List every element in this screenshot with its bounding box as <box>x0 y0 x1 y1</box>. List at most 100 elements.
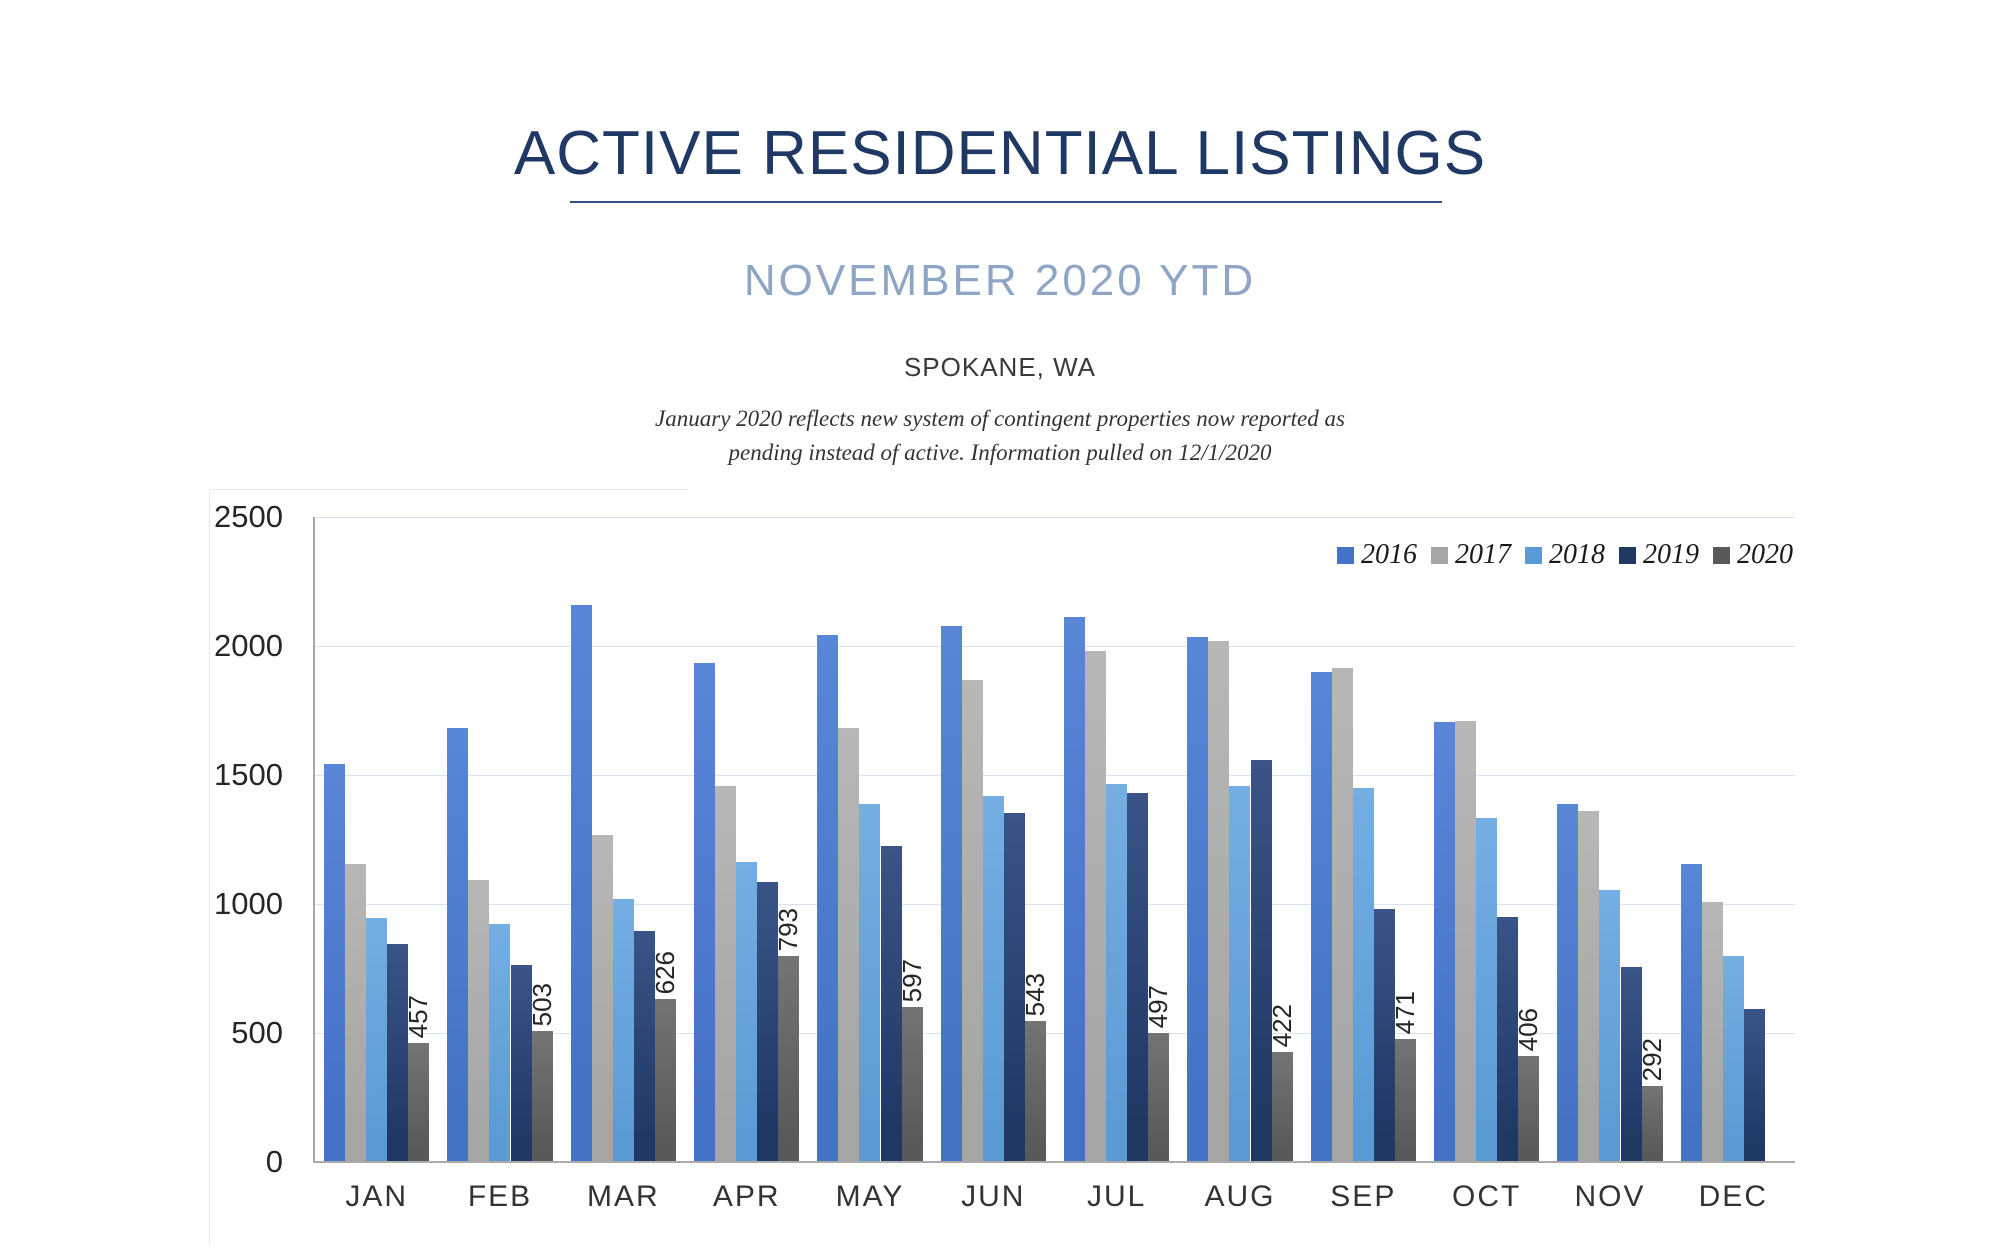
bar-2020-nov <box>1642 1086 1663 1161</box>
x-axis-month-label: MAY <box>835 1180 905 1213</box>
bar-2018-jul <box>1106 784 1127 1161</box>
bar-2016-jul <box>1064 617 1085 1161</box>
bar-2016-jun <box>941 626 962 1161</box>
gridline <box>315 517 1795 518</box>
y-axis-line <box>313 517 315 1162</box>
chart-note-line2: pending instead of active. Information p… <box>728 440 1272 465</box>
legend-swatch-icon <box>1431 546 1448 564</box>
bar-2017-aug <box>1208 641 1229 1161</box>
legend-item-2019: 2019 <box>1619 539 1699 571</box>
legend-swatch-icon <box>1337 546 1354 564</box>
bar-2018-sep <box>1353 788 1374 1161</box>
x-axis-month-label: JAN <box>345 1180 408 1213</box>
bar-2018-nov <box>1599 890 1620 1161</box>
legend-label: 2018 <box>1549 539 1605 570</box>
location-label: SPOKANE, WA <box>903 352 1097 382</box>
bar-2016-sep <box>1311 672 1332 1161</box>
chart-title: ACTIVE RESIDENTIAL LISTINGS <box>513 119 1487 188</box>
chart-frame-border <box>209 489 689 490</box>
bar-value-label: 543 <box>1019 972 1050 1016</box>
y-axis-tick-label: 1500 <box>214 757 283 792</box>
bar-2020-jul <box>1148 1033 1169 1161</box>
bar-2018-feb <box>489 924 510 1161</box>
bar-2016-feb <box>447 728 468 1161</box>
legend-swatch-icon <box>1619 546 1636 564</box>
bar-value-label: 471 <box>1389 990 1420 1034</box>
bar-2017-apr <box>715 786 736 1161</box>
bar-2020-jun <box>1025 1021 1046 1161</box>
bar-2017-nov <box>1578 811 1599 1161</box>
bar-2017-feb <box>468 880 489 1161</box>
y-axis-tick-label: 1000 <box>214 886 283 921</box>
legend-label: 2019 <box>1643 539 1699 570</box>
bar-value-label: 597 <box>896 958 927 1002</box>
bar-2017-jan <box>345 864 366 1161</box>
bar-2016-apr <box>694 663 715 1161</box>
bar-value-label: 422 <box>1266 1003 1297 1047</box>
bar-2020-feb <box>532 1031 553 1161</box>
bar-value-label: 503 <box>526 982 557 1026</box>
bar-2018-aug <box>1229 786 1250 1161</box>
gridline <box>315 646 1795 647</box>
bar-2019-apr <box>757 882 778 1161</box>
bar-2019-dec <box>1744 1009 1765 1161</box>
x-axis-month-label: SEP <box>1330 1180 1397 1213</box>
bar-2016-may <box>817 635 838 1161</box>
gridline <box>315 775 1795 776</box>
legend-item-2020: 2020 <box>1713 539 1793 571</box>
bar-2017-dec <box>1702 902 1723 1161</box>
bar-2018-may <box>859 804 880 1161</box>
bar-2016-oct <box>1434 722 1455 1161</box>
bar-value-label: 497 <box>1142 984 1173 1028</box>
bar-2018-jan <box>366 918 387 1161</box>
legend-label: 2016 <box>1361 539 1417 570</box>
y-axis-tick-label: 500 <box>231 1015 283 1050</box>
x-axis-month-label: JUN <box>961 1180 1026 1213</box>
chart-frame-border <box>209 489 210 1245</box>
bar-value-label: 457 <box>402 994 433 1038</box>
bar-2018-oct <box>1476 818 1497 1161</box>
x-axis-month-label: FEB <box>467 1180 533 1213</box>
bar-2017-sep <box>1332 668 1353 1161</box>
bar-2019-may <box>881 846 902 1161</box>
bar-2019-mar <box>634 931 655 1161</box>
bar-2019-jun <box>1004 813 1025 1161</box>
bar-2018-jun <box>983 796 1004 1161</box>
bar-2019-oct <box>1497 917 1518 1161</box>
bar-2016-nov <box>1557 804 1578 1161</box>
bar-2017-mar <box>592 835 613 1161</box>
legend-swatch-icon <box>1525 546 1542 564</box>
x-axis-month-label: MAR <box>586 1180 660 1213</box>
bar-2017-jul <box>1085 651 1106 1161</box>
x-axis-month-label: APR <box>712 1180 781 1213</box>
bar-2020-jan <box>408 1043 429 1161</box>
bar-2018-apr <box>736 862 757 1161</box>
legend-item-2017: 2017 <box>1431 539 1511 571</box>
x-axis-month-label: NOV <box>1574 1180 1646 1213</box>
bar-2017-jun <box>962 680 983 1161</box>
bar-2019-jul <box>1127 793 1148 1161</box>
gridline <box>315 904 1795 905</box>
legend-swatch-icon <box>1713 546 1730 564</box>
chart-note-line1: January 2020 reflects new system of cont… <box>655 406 1345 431</box>
gridline <box>315 1033 1795 1034</box>
bar-2019-sep <box>1374 909 1395 1161</box>
legend-item-2016: 2016 <box>1337 539 1417 571</box>
x-axis-month-label: JUL <box>1086 1180 1147 1213</box>
bar-2018-mar <box>613 899 634 1161</box>
bar-2017-oct <box>1455 721 1476 1161</box>
bar-2019-feb <box>511 965 532 1161</box>
bar-2016-aug <box>1187 637 1208 1161</box>
plot-area: 2016 2017 2018 2019 2020 0 500 1000 1500 2000 250… <box>214 500 1795 1213</box>
bar-2019-nov <box>1621 967 1642 1161</box>
bar-value-label: 292 <box>1636 1037 1667 1081</box>
legend-label: 2017 <box>1455 539 1511 570</box>
chart-subtitle: NOVEMBER 2020 YTD <box>743 256 1257 305</box>
legend-item-2018: 2018 <box>1525 539 1605 571</box>
x-axis-line <box>313 1161 1795 1163</box>
bar-2020-aug <box>1272 1052 1293 1161</box>
y-axis-tick-label: 2000 <box>214 628 283 663</box>
bar-2016-dec <box>1681 864 1702 1161</box>
bar-2016-mar <box>571 605 592 1161</box>
